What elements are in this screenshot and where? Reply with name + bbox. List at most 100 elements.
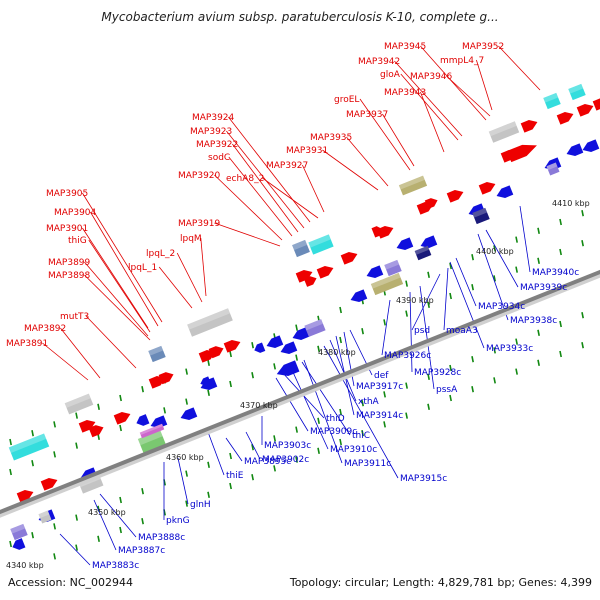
tick-mark — [559, 248, 562, 256]
reverse-gene-label[interactable]: MAP3888c — [138, 533, 185, 543]
reverse-gene-arrow-shape — [180, 407, 198, 420]
forward-gene-label[interactable]: sodC — [208, 153, 230, 163]
tick-mark — [339, 336, 342, 344]
reverse-gene-label[interactable]: moaA3 — [446, 326, 478, 336]
reverse-gene-label[interactable]: pssA — [436, 385, 458, 395]
reverse-gene-label[interactable]: thiE — [226, 471, 244, 481]
gray-feature-box — [38, 510, 52, 524]
reverse-gene-arrow-shape — [366, 265, 384, 278]
reverse-gene-label[interactable]: thiD — [326, 414, 345, 424]
reverse-gene-label[interactable]: MAP3883c — [92, 561, 139, 571]
reverse-gene-label[interactable]: MAP3902c — [262, 455, 309, 465]
reverse-gene-label[interactable]: MAP3910c — [330, 445, 377, 455]
forward-gene-label[interactable]: MAP3901 — [46, 224, 88, 234]
forward-gene-label[interactable]: MAP3920 — [178, 171, 221, 181]
slate-feature-box — [292, 239, 310, 258]
tick-mark — [581, 342, 584, 349]
tick-mark — [471, 284, 474, 291]
reverse-gene-label[interactable]: MAP3933c — [486, 344, 533, 354]
forward-leader-line — [359, 98, 411, 171]
forward-leader-line — [420, 91, 445, 153]
reverse-gene-label[interactable]: MAP3895c — [244, 457, 291, 467]
forward-gene-label[interactable]: lpqM — [180, 234, 202, 244]
forward-gene-arrow — [316, 266, 334, 279]
tick-mark — [427, 373, 430, 380]
forward-gene-arrow-shape — [340, 252, 358, 265]
forward-gene-label[interactable]: thiG — [68, 236, 87, 246]
forward-gene-arrow — [16, 490, 34, 503]
forward-gene-label[interactable]: lpqL_2 — [146, 249, 175, 259]
forward-gene-label[interactable]: MAP3905 — [46, 189, 88, 199]
forward-gene-label[interactable]: MAP3952 — [462, 42, 504, 52]
tick-mark — [273, 435, 276, 442]
reverse-gene-label[interactable]: MAP3926c — [384, 351, 431, 361]
reverse-gene-label[interactable]: def — [374, 371, 389, 381]
reverse-gene-label[interactable]: MAP3903c — [264, 441, 311, 451]
forward-gene-label[interactable]: MAP3945 — [384, 42, 426, 52]
reverse-gene-label[interactable]: MAP3915c — [400, 474, 447, 484]
reverse-gene-label[interactable]: MAP3928c — [414, 368, 461, 378]
reverse-gene-label[interactable]: thiC — [352, 431, 370, 441]
forward-gene-label[interactable]: echA8_2 — [226, 174, 264, 184]
green-feature-box — [137, 430, 167, 454]
reverse-gene-arrow — [266, 335, 284, 348]
reverse-gene-label[interactable]: MAP3909c — [310, 427, 357, 437]
forward-gene-label[interactable]: MAP3946 — [410, 72, 453, 82]
forward-gene-label[interactable]: MAP3931 — [286, 146, 328, 156]
forward-gene-label[interactable]: mmpL4_7 — [440, 56, 484, 66]
backbone — [0, 269, 600, 518]
reverse-gene-label[interactable]: psd — [414, 326, 430, 336]
forward-gene-label[interactable]: MAP3935 — [310, 133, 352, 143]
forward-gene-label[interactable]: MAP3891 — [6, 339, 48, 349]
forward-gene-label[interactable]: MAP3919 — [178, 219, 221, 229]
reverse-gene-arrow-shape — [150, 415, 168, 428]
forward-gene-label[interactable]: mutT3 — [60, 312, 89, 322]
reverse-gene-label[interactable]: MAP3939c — [520, 283, 567, 293]
reverse-gene-label[interactable]: MAP3911c — [344, 459, 391, 469]
forward-gene-label[interactable]: groEL — [334, 95, 359, 105]
reverse-gene-label[interactable]: MAP3938c — [510, 316, 557, 326]
forward-gene-label[interactable]: lpqL_1 — [128, 263, 157, 273]
tick-mark — [53, 553, 56, 560]
forward-gene-label[interactable]: MAP3898 — [48, 271, 91, 281]
reverse-gene-label[interactable]: MAP3917c — [356, 382, 403, 392]
reverse-gene-arrow-shape — [254, 342, 266, 353]
tick-mark — [273, 465, 276, 472]
kbp-label: 4370 kbp — [240, 401, 278, 410]
reverse-gene-arrow — [150, 415, 168, 428]
tick-mark — [581, 240, 584, 247]
reverse-gene-label[interactable]: MAP3934c — [478, 302, 525, 312]
gray-feature-box-highlight — [187, 308, 231, 330]
forward-gene-label[interactable]: MAP3937 — [346, 110, 388, 120]
forward-gene-label[interactable]: MAP3922 — [196, 140, 238, 150]
tick-mark — [295, 456, 298, 463]
forward-gene-label[interactable]: MAP3943 — [384, 88, 426, 98]
reverse-leader-line — [93, 499, 117, 551]
forward-gene-label[interactable]: MAP3904 — [54, 208, 97, 218]
forward-gene-label[interactable]: MAP3924 — [192, 113, 235, 123]
reverse-gene-label[interactable]: MAP3940c — [532, 268, 579, 278]
reverse-gene-label[interactable]: xthA — [358, 397, 380, 407]
gray-feature-box-shape — [187, 308, 233, 337]
forward-gene-label[interactable]: MAP3927 — [266, 161, 308, 171]
forward-gene-label[interactable]: MAP3923 — [190, 127, 232, 137]
reverse-gene-label[interactable]: MAP3914c — [356, 411, 403, 421]
reverse-leader-line — [59, 533, 91, 566]
forward-gene-label[interactable]: MAP3899 — [48, 258, 91, 268]
tick-mark — [75, 544, 78, 551]
tick-mark — [9, 540, 12, 548]
forward-gene-label[interactable]: gloA — [380, 70, 401, 80]
cyan-feature-box-highlight — [8, 433, 47, 453]
reverse-gene-label[interactable]: pknG — [166, 516, 190, 526]
forward-gene-label[interactable]: MAP3942 — [358, 57, 400, 67]
olive-feature-box — [398, 175, 428, 196]
reverse-gene-arrow — [12, 538, 26, 550]
reverse-gene-label[interactable]: MAP3887c — [118, 546, 165, 556]
reverse-leader-line — [177, 457, 189, 505]
gray-feature-box-shape — [64, 393, 94, 415]
reverse-gene-label[interactable]: glnH — [190, 500, 211, 510]
reverse-leader-line — [225, 437, 243, 462]
forward-gene-arrow-shape — [78, 420, 96, 433]
forward-gene-label[interactable]: MAP3892 — [24, 324, 66, 334]
gray-feature-box-shape — [78, 474, 104, 494]
